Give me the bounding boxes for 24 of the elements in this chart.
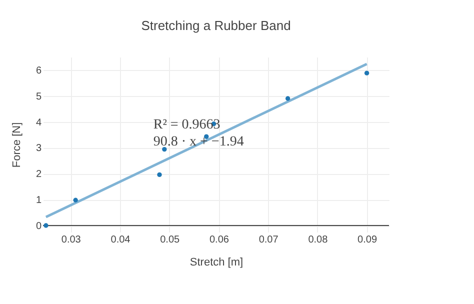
- x-tick-label: 0.06: [209, 234, 230, 246]
- y-tick-label: 4: [36, 117, 42, 128]
- x-tick-label: 0.08: [308, 234, 328, 246]
- y-tick-label: 1: [36, 195, 42, 206]
- point: [44, 223, 48, 228]
- point: [73, 198, 78, 202]
- chart-title: Stretching a Rubber Band: [141, 18, 291, 33]
- point: [162, 146, 167, 152]
- point: [364, 70, 370, 76]
- point: [157, 172, 162, 178]
- annotation: R² = 0.9663 90.8 · x + −1.94: [153, 118, 244, 150]
- y-tick-label: 6: [36, 65, 42, 76]
- y-tick-label: 0: [36, 221, 42, 232]
- y-tick-label: 2: [36, 169, 42, 180]
- point: [285, 96, 290, 101]
- x-tick-label: 0.03: [61, 234, 82, 246]
- x-axis-title: Stretch [m]: [190, 256, 244, 268]
- x-tick-label: 0.04: [110, 234, 131, 246]
- x-tick-label: 0.09: [358, 234, 378, 246]
- y-tick-label: 3: [36, 143, 42, 154]
- x-tick-label: 0.07: [258, 234, 279, 246]
- y-tick-label: 5: [36, 91, 42, 102]
- y-axis-title: Force [N]: [10, 122, 23, 168]
- x-tick-label: 0.05: [160, 234, 180, 246]
